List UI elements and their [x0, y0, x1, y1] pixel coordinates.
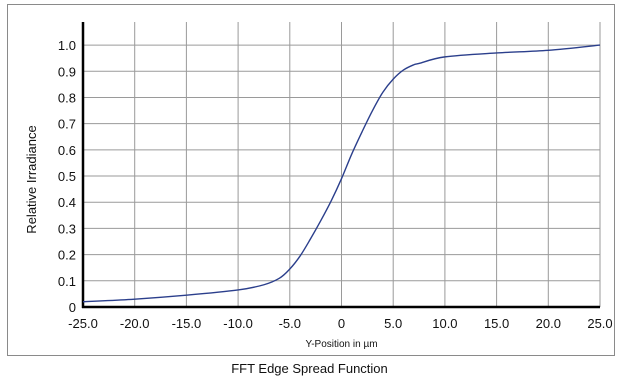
x-tick-label: -5.0	[279, 316, 301, 331]
y-axis-title: Relative Irradiance	[24, 125, 39, 233]
y-tick-label: 0.3	[58, 221, 76, 236]
edge-spread-chart: -25.0 -20.0 -15.0 -10.0 -5.0 0 5.0 10.0 15.0 20.0…	[24, 22, 613, 350]
x-tick-label: 15.0	[484, 316, 509, 331]
x-tick-label: -15.0	[172, 316, 202, 331]
y-tick-label: 1.0	[58, 38, 76, 53]
chart-frame	[7, 4, 615, 356]
y-tick-label: 0.7	[58, 117, 76, 132]
x-tick-label: 25.0	[587, 316, 612, 331]
x-tick-label: -10.0	[223, 316, 253, 331]
y-tick-label: 0	[69, 300, 76, 315]
y-tick-label: 0.6	[58, 143, 76, 158]
y-tick-label: 0.5	[58, 169, 76, 184]
x-tick-labels: -25.0 -20.0 -15.0 -10.0 -5.0 0 5.0 10.0 15.0 20.0…	[68, 316, 612, 331]
x-tick-label: 0	[338, 316, 345, 331]
y-tick-label: 0.2	[58, 248, 76, 263]
y-tick-label: 0.8	[58, 90, 76, 105]
x-tick-label: -25.0	[68, 316, 98, 331]
y-tick-label: 0.9	[58, 64, 76, 79]
vertical-gridlines	[82, 22, 601, 307]
series-line	[82, 44, 601, 303]
y-tick-label: 0.4	[58, 195, 76, 210]
x-tick-label: 5.0	[384, 316, 402, 331]
x-axis-title: Y-Position in µm	[305, 339, 377, 350]
y-tick-labels: 0 0.1 0.2 0.3 0.4 0.5 0.6 0.7 0.8 0.9 1.0	[58, 38, 76, 315]
y-tick-label: 0.1	[58, 274, 76, 289]
horizontal-gridlines	[83, 44, 600, 282]
x-tick-label: -20.0	[120, 316, 150, 331]
figure-caption: FFT Edge Spread Function	[231, 361, 388, 376]
x-tick-label: 20.0	[536, 316, 561, 331]
x-tick-label: 10.0	[432, 316, 457, 331]
